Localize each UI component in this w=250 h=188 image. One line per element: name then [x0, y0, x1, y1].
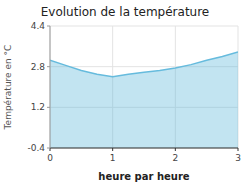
area — [50, 52, 238, 148]
y-axis-label: Température en °C — [3, 45, 13, 131]
x-tick-label: 1 — [110, 153, 116, 163]
plot-area — [50, 52, 238, 148]
y-tick-label: 1.2 — [31, 102, 45, 112]
chart-container: 0 1 2 3 -0.4 1.2 2.8 4.4 Evolution de la tempéra… — [0, 0, 250, 188]
grid-line-x — [50, 26, 51, 148]
y-tick — [47, 148, 50, 149]
y-tick-label: -0.4 — [27, 143, 45, 153]
x-tick — [112, 148, 113, 151]
x-tick-label: 0 — [47, 153, 53, 163]
y-axis-line — [50, 26, 51, 148]
x-tick-label: 3 — [235, 153, 241, 163]
axes: 0 1 2 3 -0.4 1.2 2.8 4.4 — [27, 21, 240, 163]
x-tick-label: 2 — [172, 153, 178, 163]
x-axis-label: heure par heure — [98, 171, 189, 182]
line — [50, 52, 238, 77]
grid — [50, 26, 238, 148]
y-tick-label: 4.4 — [31, 21, 46, 31]
y-tick — [47, 107, 50, 108]
x-tick — [175, 148, 176, 151]
x-axis-line — [50, 148, 238, 149]
y-tick-label: 2.8 — [31, 62, 46, 72]
x-tick — [238, 148, 239, 151]
chart: 0 1 2 3 -0.4 1.2 2.8 4.4 Evolution de la tempéra… — [0, 0, 250, 188]
grid-line-y — [50, 26, 238, 27]
grid-line-y — [50, 148, 238, 149]
y-tick — [47, 26, 50, 27]
title: Evolution de la température — [41, 5, 210, 19]
y-tick — [47, 66, 50, 67]
